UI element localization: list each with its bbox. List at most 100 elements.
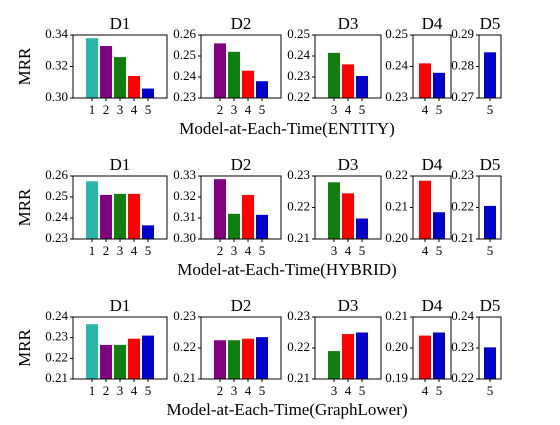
y-tick-label: 0.22 bbox=[451, 198, 474, 213]
bar bbox=[128, 338, 140, 379]
panel-d3: D3 3 4 5 0.21 0.22 0.23 bbox=[287, 296, 382, 398]
x-tick-label: 3 bbox=[331, 243, 338, 258]
x-tick-label: 5 bbox=[436, 383, 443, 398]
bar bbox=[242, 194, 254, 239]
y-axis-label: MRR bbox=[15, 47, 34, 85]
y-tick-label: 0.29 bbox=[451, 26, 474, 41]
y-tick-label: 0.22 bbox=[45, 349, 68, 364]
panel-d5: D5 5 0.22 0.23 0.24 bbox=[451, 296, 502, 398]
panel-d5: D5 5 0.27 0.28 0.29 bbox=[451, 14, 502, 117]
plot-frame bbox=[200, 316, 282, 380]
x-tick-label: 3 bbox=[331, 102, 338, 117]
plot-frame bbox=[412, 175, 452, 240]
y-tick-label: 0.23 bbox=[451, 339, 474, 354]
y-tick-label: 0.19 bbox=[385, 370, 408, 385]
plot-frame bbox=[478, 316, 502, 380]
x-tick-label: 5 bbox=[487, 243, 494, 258]
panel-title: D5 bbox=[480, 155, 501, 174]
y-tick-label: 0.27 bbox=[451, 89, 474, 104]
plot-frame bbox=[72, 175, 168, 240]
bar bbox=[256, 337, 268, 379]
panel-title: D4 bbox=[422, 155, 443, 174]
y-tick-label: 0.32 bbox=[173, 188, 196, 203]
bar bbox=[342, 334, 354, 379]
bar bbox=[419, 63, 431, 98]
y-tick-label: 0.21 bbox=[385, 308, 408, 323]
x-tick-label: 3 bbox=[331, 383, 338, 398]
plot-frame bbox=[314, 316, 382, 380]
panel-d3: D3 3 4 5 0.22 0.23 0.24 0.25 bbox=[287, 14, 382, 117]
bar bbox=[242, 338, 254, 379]
x-tick-label: 4 bbox=[131, 102, 138, 117]
y-tick-label: 0.22 bbox=[451, 370, 474, 385]
bar bbox=[128, 193, 140, 239]
x-tick-label: 5 bbox=[145, 102, 152, 117]
bar bbox=[342, 64, 354, 98]
y-tick-label: 0.21 bbox=[451, 230, 474, 245]
x-tick-label: 4 bbox=[131, 383, 138, 398]
panel-d2: D2 2 3 4 5 0.21 0.22 0.23 bbox=[173, 296, 282, 398]
panel-d1: D1 1 2 3 4 5 0.30 0.32 0.34 bbox=[45, 14, 168, 117]
bar bbox=[114, 57, 126, 98]
bar bbox=[114, 193, 126, 239]
panel-d2: D2 2 3 4 5 0.23 0.24 0.25 0.26 bbox=[173, 14, 282, 117]
y-tick-label: 0.34 bbox=[45, 26, 68, 41]
y-tick-label: 0.33 bbox=[173, 167, 196, 182]
bar bbox=[356, 332, 368, 379]
y-tick-label: 0.23 bbox=[45, 230, 68, 245]
y-tick-label: 0.22 bbox=[287, 339, 310, 354]
bar bbox=[142, 225, 154, 239]
bar bbox=[328, 351, 340, 379]
y-tick-label: 0.25 bbox=[45, 188, 68, 203]
y-tick-label: 0.24 bbox=[45, 308, 68, 323]
y-tick-label: 0.23 bbox=[173, 89, 196, 104]
x-tick-label: 2 bbox=[103, 243, 110, 258]
bar bbox=[86, 181, 98, 239]
bar bbox=[256, 214, 268, 239]
bar bbox=[228, 51, 240, 98]
plot-frame bbox=[314, 175, 382, 240]
bar bbox=[342, 193, 354, 239]
panel-title: D3 bbox=[338, 14, 359, 33]
x-tick-label: 4 bbox=[245, 383, 252, 398]
x-tick-label: 2 bbox=[217, 102, 224, 117]
y-tick-label: 0.23 bbox=[287, 68, 310, 83]
bar bbox=[419, 335, 431, 379]
x-axis-label: Model-at-Each-Time(ENTITY) bbox=[179, 119, 395, 138]
x-tick-label: 4 bbox=[131, 243, 138, 258]
x-tick-label: 1 bbox=[89, 243, 96, 258]
bar bbox=[484, 347, 496, 379]
y-tick-label: 0.23 bbox=[451, 167, 474, 182]
x-tick-label: 5 bbox=[259, 243, 266, 258]
y-tick-label: 0.22 bbox=[287, 198, 310, 213]
bar bbox=[214, 179, 226, 239]
bar bbox=[433, 332, 445, 379]
x-tick-label: 5 bbox=[436, 102, 443, 117]
x-tick-label: 5 bbox=[436, 243, 443, 258]
panel-d5: D5 5 0.21 0.22 0.23 bbox=[451, 155, 502, 258]
bar bbox=[484, 52, 496, 98]
panel-title: D2 bbox=[231, 155, 252, 174]
bar bbox=[356, 218, 368, 239]
panel-title: D1 bbox=[110, 155, 131, 174]
y-tick-label: 0.25 bbox=[287, 26, 310, 41]
y-tick-label: 0.30 bbox=[173, 230, 196, 245]
panel-title: D2 bbox=[231, 296, 252, 315]
bar bbox=[100, 344, 112, 379]
panel-d2: D2 2 3 4 5 0.30 0.31 0.32 0.33 bbox=[173, 155, 282, 258]
plot-frame bbox=[72, 34, 168, 99]
x-tick-label: 1 bbox=[89, 102, 96, 117]
x-tick-label: 4 bbox=[345, 102, 352, 117]
x-tick-label: 4 bbox=[245, 243, 252, 258]
plot-frame bbox=[478, 175, 502, 240]
y-tick-label: 0.21 bbox=[173, 370, 196, 385]
y-tick-label: 0.23 bbox=[287, 167, 310, 182]
x-tick-label: 4 bbox=[422, 243, 429, 258]
y-tick-label: 0.30 bbox=[45, 89, 68, 104]
x-axis-label: Model-at-Each-Time(GraphLower) bbox=[166, 400, 407, 419]
x-tick-label: 2 bbox=[103, 383, 110, 398]
panel-title: D1 bbox=[110, 14, 131, 33]
